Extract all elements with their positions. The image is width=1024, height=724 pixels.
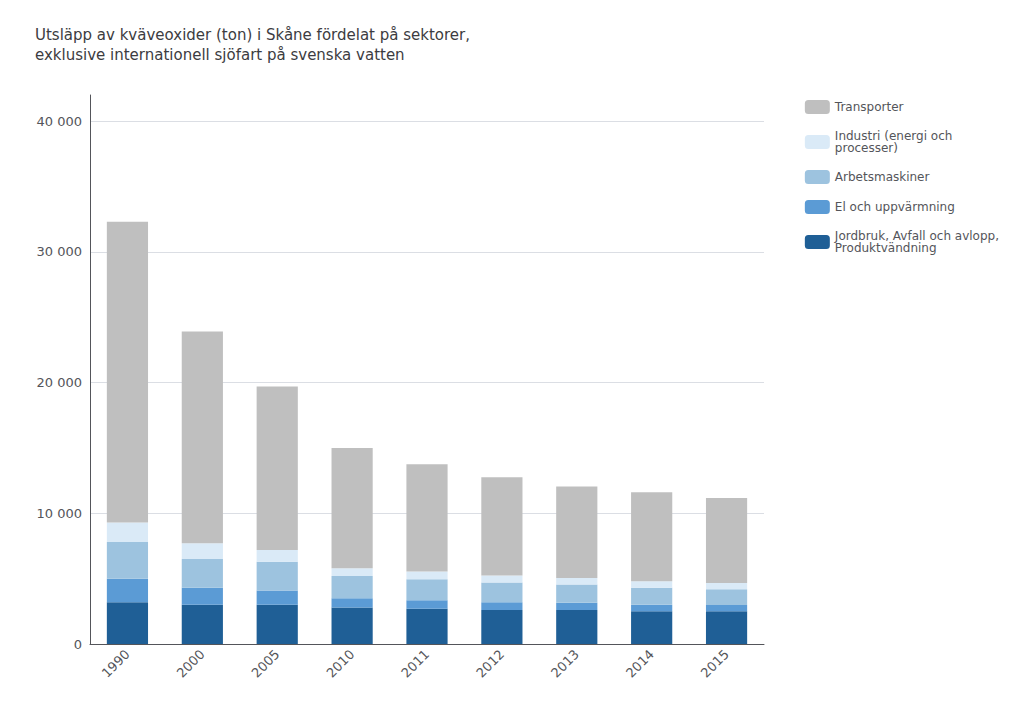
svg-text:Jordbruk, Avfall och avlopp,: Jordbruk, Avfall och avlopp, (834, 229, 999, 243)
svg-text:2011: 2011 (398, 647, 432, 681)
svg-text:Transporter: Transporter (834, 100, 904, 114)
svg-text:2005: 2005 (249, 647, 283, 681)
svg-text:2000: 2000 (174, 647, 208, 681)
svg-text:2015: 2015 (698, 647, 732, 681)
svg-text:El och uppvärmning: El och uppvärmning (835, 200, 955, 214)
svg-text:2010: 2010 (323, 647, 357, 681)
svg-text:2014: 2014 (623, 647, 657, 681)
svg-text:processer): processer) (835, 141, 898, 155)
svg-text:1990: 1990 (99, 647, 133, 681)
svg-text:Produktvändning: Produktvändning (835, 241, 937, 255)
svg-text:20 000: 20 000 (37, 375, 83, 390)
svg-text:10 000: 10 000 (37, 506, 83, 521)
svg-text:2013: 2013 (548, 647, 582, 681)
svg-text:Utsläpp av kväveoxider (ton) i: Utsläpp av kväveoxider (ton) i Skåne för… (35, 26, 470, 44)
svg-text:30 000: 30 000 (37, 244, 83, 259)
svg-text:2012: 2012 (473, 647, 507, 681)
svg-text:Arbetsmaskiner: Arbetsmaskiner (835, 170, 930, 184)
svg-text:exklusive internationell sjöfa: exklusive internationell sjöfart på sven… (35, 46, 405, 64)
svg-text:40 000: 40 000 (37, 114, 83, 129)
svg-text:0: 0 (74, 637, 82, 652)
svg-text:Industri (energi och: Industri (energi och (834, 129, 953, 143)
